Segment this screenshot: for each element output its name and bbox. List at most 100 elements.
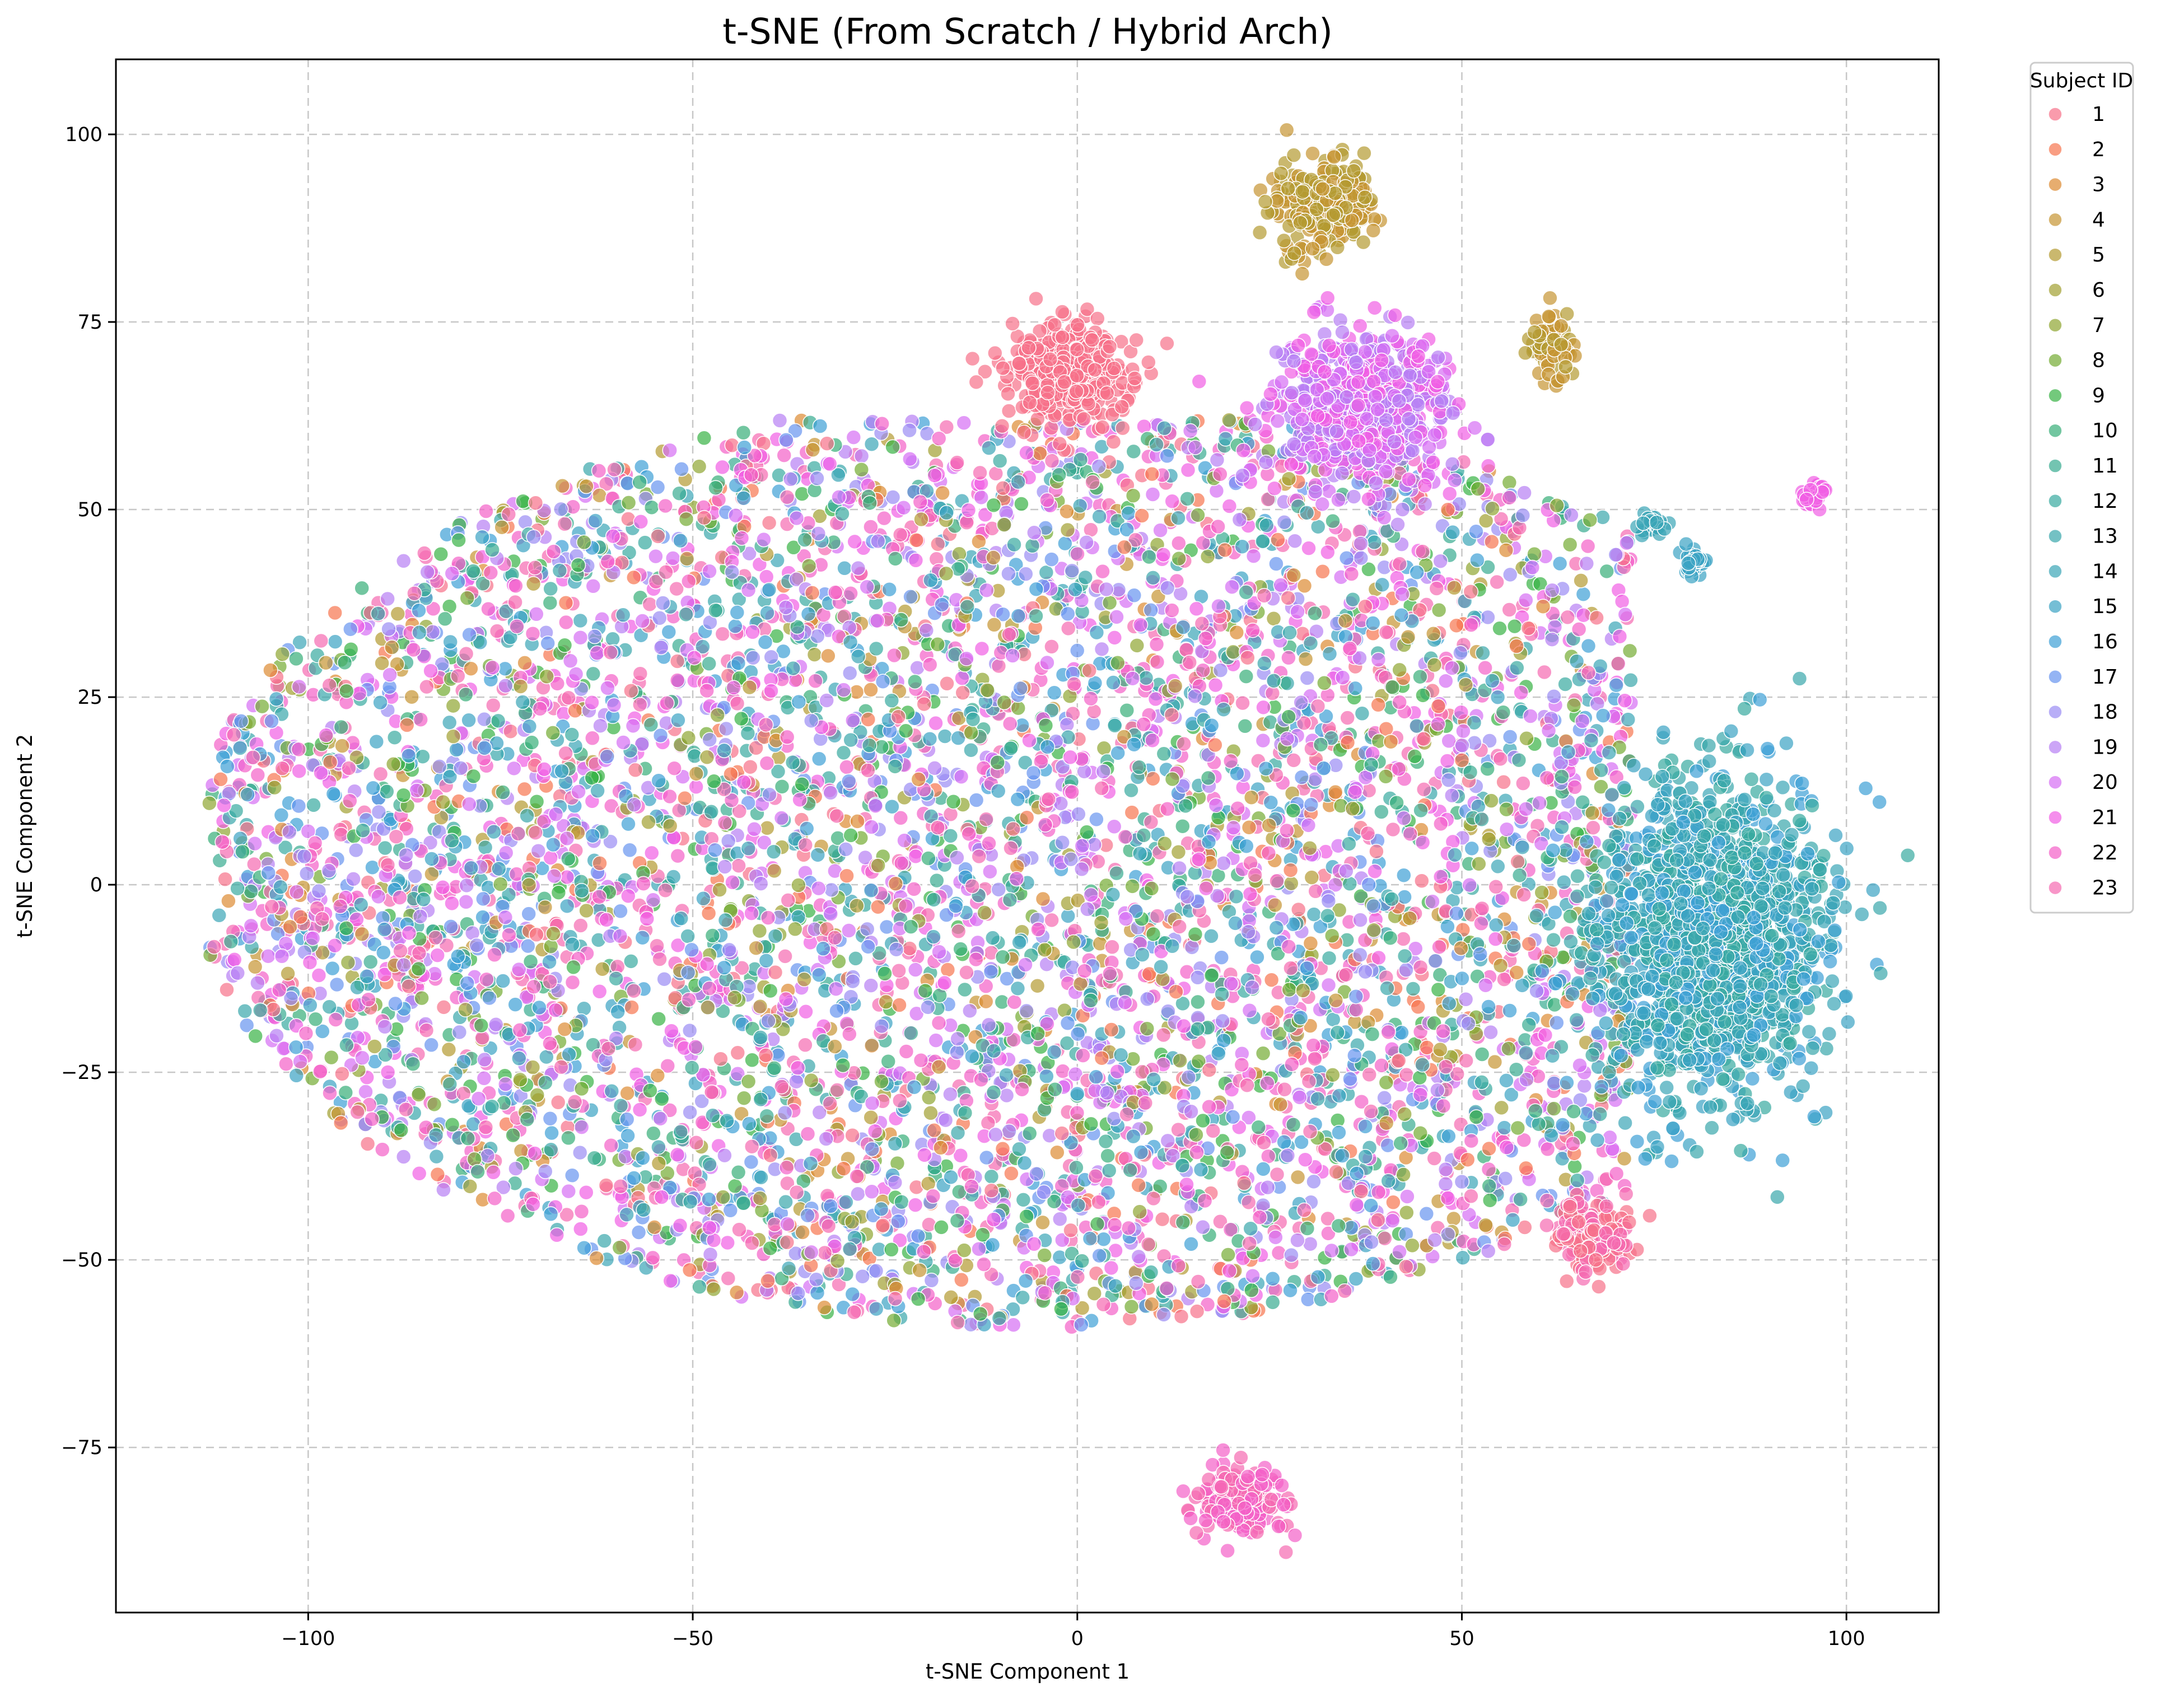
scatter-point xyxy=(250,767,266,783)
scatter-point xyxy=(1396,810,1412,826)
scatter-point xyxy=(1106,819,1122,835)
scatter-point xyxy=(1547,997,1562,1013)
scatter-point xyxy=(720,1235,735,1251)
scatter-point xyxy=(1010,700,1026,716)
scatter-point xyxy=(578,1184,594,1200)
scatter-point xyxy=(929,872,945,889)
scatter-point xyxy=(1513,685,1529,700)
scatter-point xyxy=(1224,579,1240,595)
scatter-point xyxy=(1383,733,1399,750)
scatter-point xyxy=(1284,1057,1300,1072)
scatter-point xyxy=(559,898,575,914)
scatter-point xyxy=(995,1141,1011,1157)
scatter-point xyxy=(912,1262,927,1278)
scatter-point xyxy=(688,779,704,795)
scatter-point xyxy=(1345,801,1361,817)
scatter-point xyxy=(1304,870,1320,885)
scatter-point xyxy=(1499,801,1514,817)
scatter-point xyxy=(1483,793,1499,809)
scatter-point xyxy=(767,964,783,980)
scatter-point xyxy=(1458,677,1474,693)
scatter-point xyxy=(267,779,282,796)
scatter-point xyxy=(545,544,562,559)
scatter-point xyxy=(982,863,998,880)
scatter-point xyxy=(1145,487,1161,502)
scatter-point xyxy=(843,828,858,843)
scatter-point xyxy=(937,1112,954,1128)
scatter-point xyxy=(459,877,475,894)
scatter-point xyxy=(1367,863,1383,879)
scatter-point xyxy=(1552,555,1568,572)
scatter-point xyxy=(736,1090,752,1106)
scatter-point xyxy=(1394,502,1411,517)
scatter-point xyxy=(248,1028,263,1044)
scatter-point xyxy=(516,781,533,797)
scatter-point xyxy=(955,685,970,701)
scatter-point xyxy=(1156,1307,1172,1323)
scatter-point xyxy=(680,730,697,746)
scatter-point xyxy=(1021,732,1037,749)
scatter-point xyxy=(220,759,235,774)
scatter-point xyxy=(368,733,385,750)
scatter-point xyxy=(646,1125,661,1142)
scatter-point xyxy=(598,1177,614,1193)
scatter-point xyxy=(1282,1282,1298,1298)
scatter-point xyxy=(1529,908,1544,924)
scatter-point xyxy=(1516,887,1532,903)
scatter-point xyxy=(1072,498,1088,514)
scatter-point xyxy=(620,511,636,527)
scatter-point xyxy=(459,975,475,991)
scatter-point xyxy=(1149,637,1165,652)
scatter-point xyxy=(1527,546,1542,562)
scatter-point xyxy=(1463,1188,1479,1204)
scatter-point xyxy=(1298,651,1314,667)
scatter-point xyxy=(1183,1104,1199,1120)
scatter-point xyxy=(1566,698,1582,713)
scatter-point xyxy=(1444,660,1460,676)
scatter-point xyxy=(1001,1123,1017,1139)
scatter-point xyxy=(720,833,736,849)
scatter-point xyxy=(779,489,795,505)
scatter-point xyxy=(954,1272,969,1288)
scatter-point xyxy=(1220,1247,1236,1263)
scatter-point xyxy=(1509,965,1524,980)
scatter-point xyxy=(1319,908,1336,924)
scatter-point xyxy=(1431,939,1447,955)
scatter-point xyxy=(1055,1063,1071,1079)
scatter-point xyxy=(1415,834,1431,850)
scatter-point xyxy=(1173,586,1188,602)
scatter-point xyxy=(1480,609,1496,625)
scatter-point xyxy=(1490,689,1506,705)
scatter-point xyxy=(1216,855,1231,871)
scatter-point xyxy=(327,938,343,954)
scatter-point xyxy=(1255,534,1271,549)
scatter-point xyxy=(465,563,481,579)
scatter-point xyxy=(759,820,775,836)
scatter-point xyxy=(1286,567,1302,583)
scatter-point xyxy=(1366,898,1382,914)
scatter-point xyxy=(1284,875,1299,891)
scatter-point xyxy=(393,1122,409,1138)
scatter-point xyxy=(1175,1214,1191,1230)
scatter-point xyxy=(743,1154,759,1170)
scatter-point xyxy=(473,1017,489,1034)
scatter-point xyxy=(418,1022,435,1038)
scatter-point xyxy=(1209,452,1225,468)
scatter-point xyxy=(740,1073,757,1090)
scatter-point xyxy=(878,994,894,1010)
scatter-point xyxy=(1361,783,1377,798)
scatter-point xyxy=(329,976,345,993)
scatter-point xyxy=(950,1031,965,1047)
scatter-point xyxy=(1354,705,1370,722)
scatter-point xyxy=(1242,886,1258,902)
scatter-point xyxy=(1571,621,1587,637)
scatter-point xyxy=(1044,912,1060,928)
scatter-point xyxy=(823,882,839,898)
scatter-point xyxy=(665,869,682,885)
scatter-point xyxy=(1184,940,1200,955)
scatter-point xyxy=(1290,1169,1306,1185)
scatter-point xyxy=(405,642,422,658)
scatter-point xyxy=(532,701,548,717)
scatter-point xyxy=(1320,977,1337,993)
scatter-point xyxy=(892,527,908,543)
